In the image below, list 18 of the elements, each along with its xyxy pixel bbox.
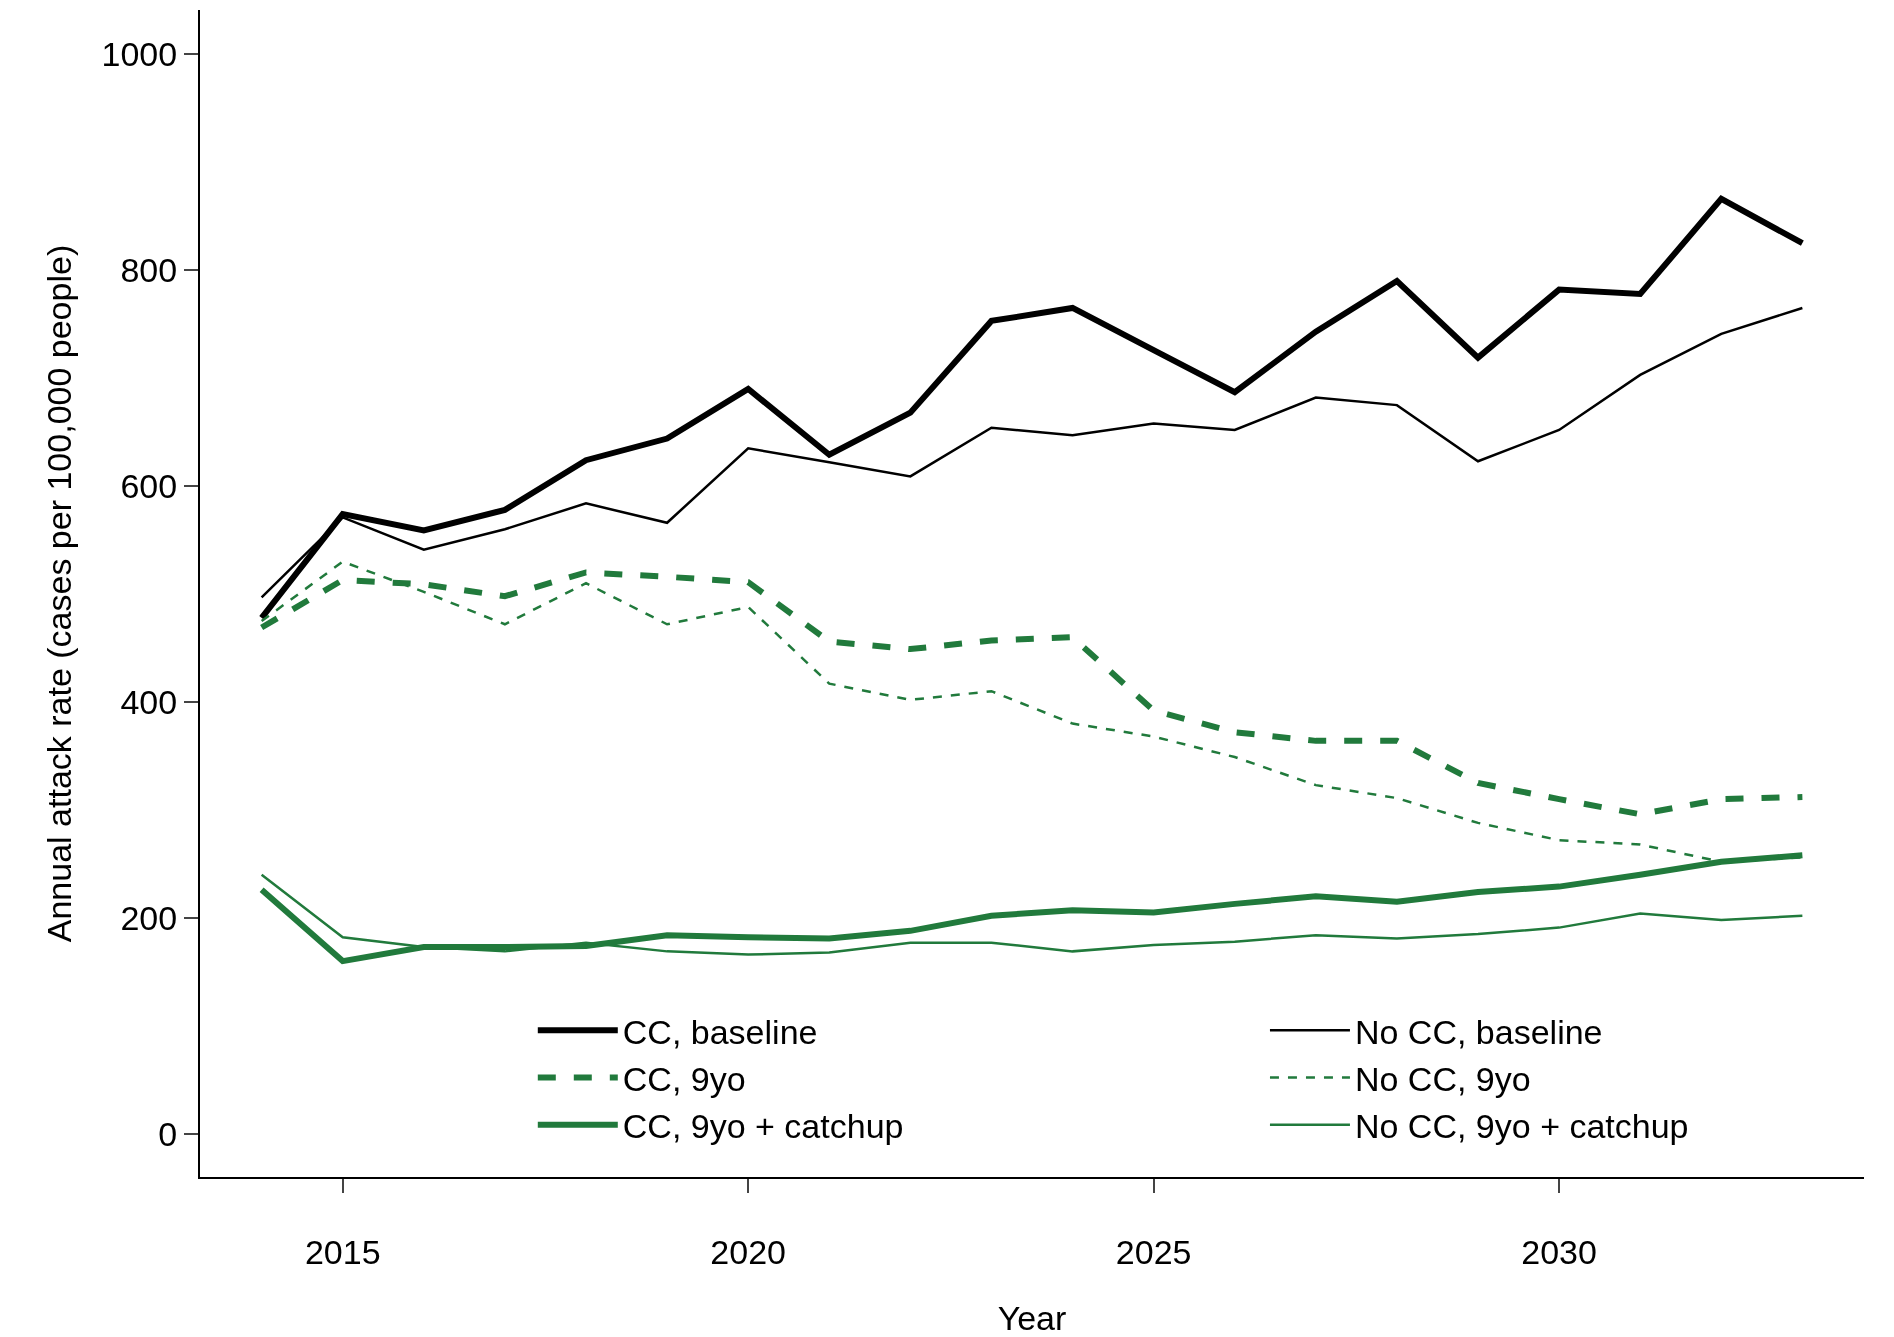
legend-label: No CC, 9yo + catchup: [1354, 1106, 1689, 1145]
y-tick-label: 0: [158, 1114, 178, 1153]
legend-label: No CC, baseline: [1354, 1012, 1603, 1051]
legend-label: CC, 9yo + catchup: [622, 1106, 904, 1145]
legend-label: CC, 9yo: [622, 1059, 746, 1098]
legend-label: No CC, 9yo: [1354, 1059, 1531, 1098]
y-axis-title: Annual attack rate (cases per 100,000 people): [39, 244, 78, 943]
legend-label: CC, baseline: [622, 1012, 818, 1051]
y-tick-label: 400: [120, 682, 178, 721]
y-tick-label: 1000: [101, 35, 178, 74]
y-tick-label: 600: [120, 466, 178, 505]
x-axis-title: Year: [997, 1299, 1067, 1337]
y-tick-label: 800: [120, 251, 178, 290]
x-tick-label: 2030: [1521, 1232, 1597, 1271]
x-tick-label: 2025: [1115, 1232, 1192, 1271]
x-tick-label: 2020: [710, 1232, 786, 1271]
x-tick-label: 2015: [304, 1232, 381, 1271]
y-tick-label: 200: [120, 898, 178, 937]
